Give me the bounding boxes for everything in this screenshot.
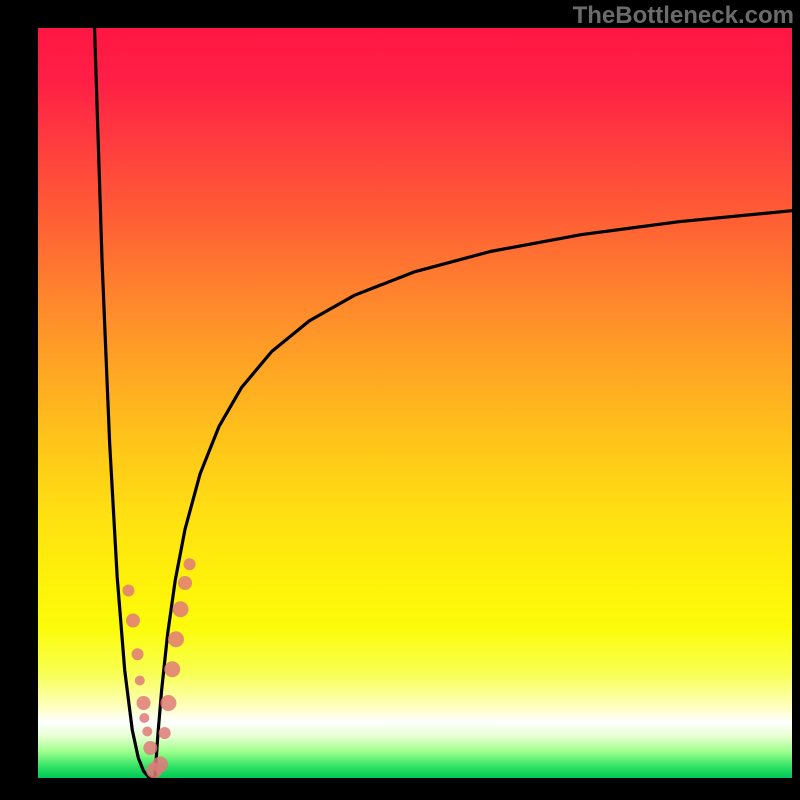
- curve-marker: [143, 741, 157, 755]
- plot-container: [38, 28, 792, 778]
- curve-marker: [142, 727, 152, 737]
- curve-marker: [168, 631, 184, 647]
- curve-marker: [132, 648, 144, 660]
- curve-marker: [173, 601, 189, 617]
- curve-marker: [178, 576, 192, 590]
- curve-marker-group: [122, 558, 195, 778]
- curve-marker: [164, 661, 180, 677]
- curve-marker: [160, 695, 176, 711]
- curve-marker: [184, 558, 196, 570]
- curve-marker: [152, 757, 168, 773]
- watermark-text: TheBottleneck.com: [573, 2, 794, 30]
- curve-marker: [126, 614, 140, 628]
- curve-marker: [159, 727, 171, 739]
- curve-marker: [135, 676, 145, 686]
- bottleneck-curve: [95, 28, 792, 778]
- plot-svg: [38, 28, 792, 778]
- curve-marker: [122, 585, 134, 597]
- curve-marker: [139, 713, 149, 723]
- curve-marker: [137, 696, 151, 710]
